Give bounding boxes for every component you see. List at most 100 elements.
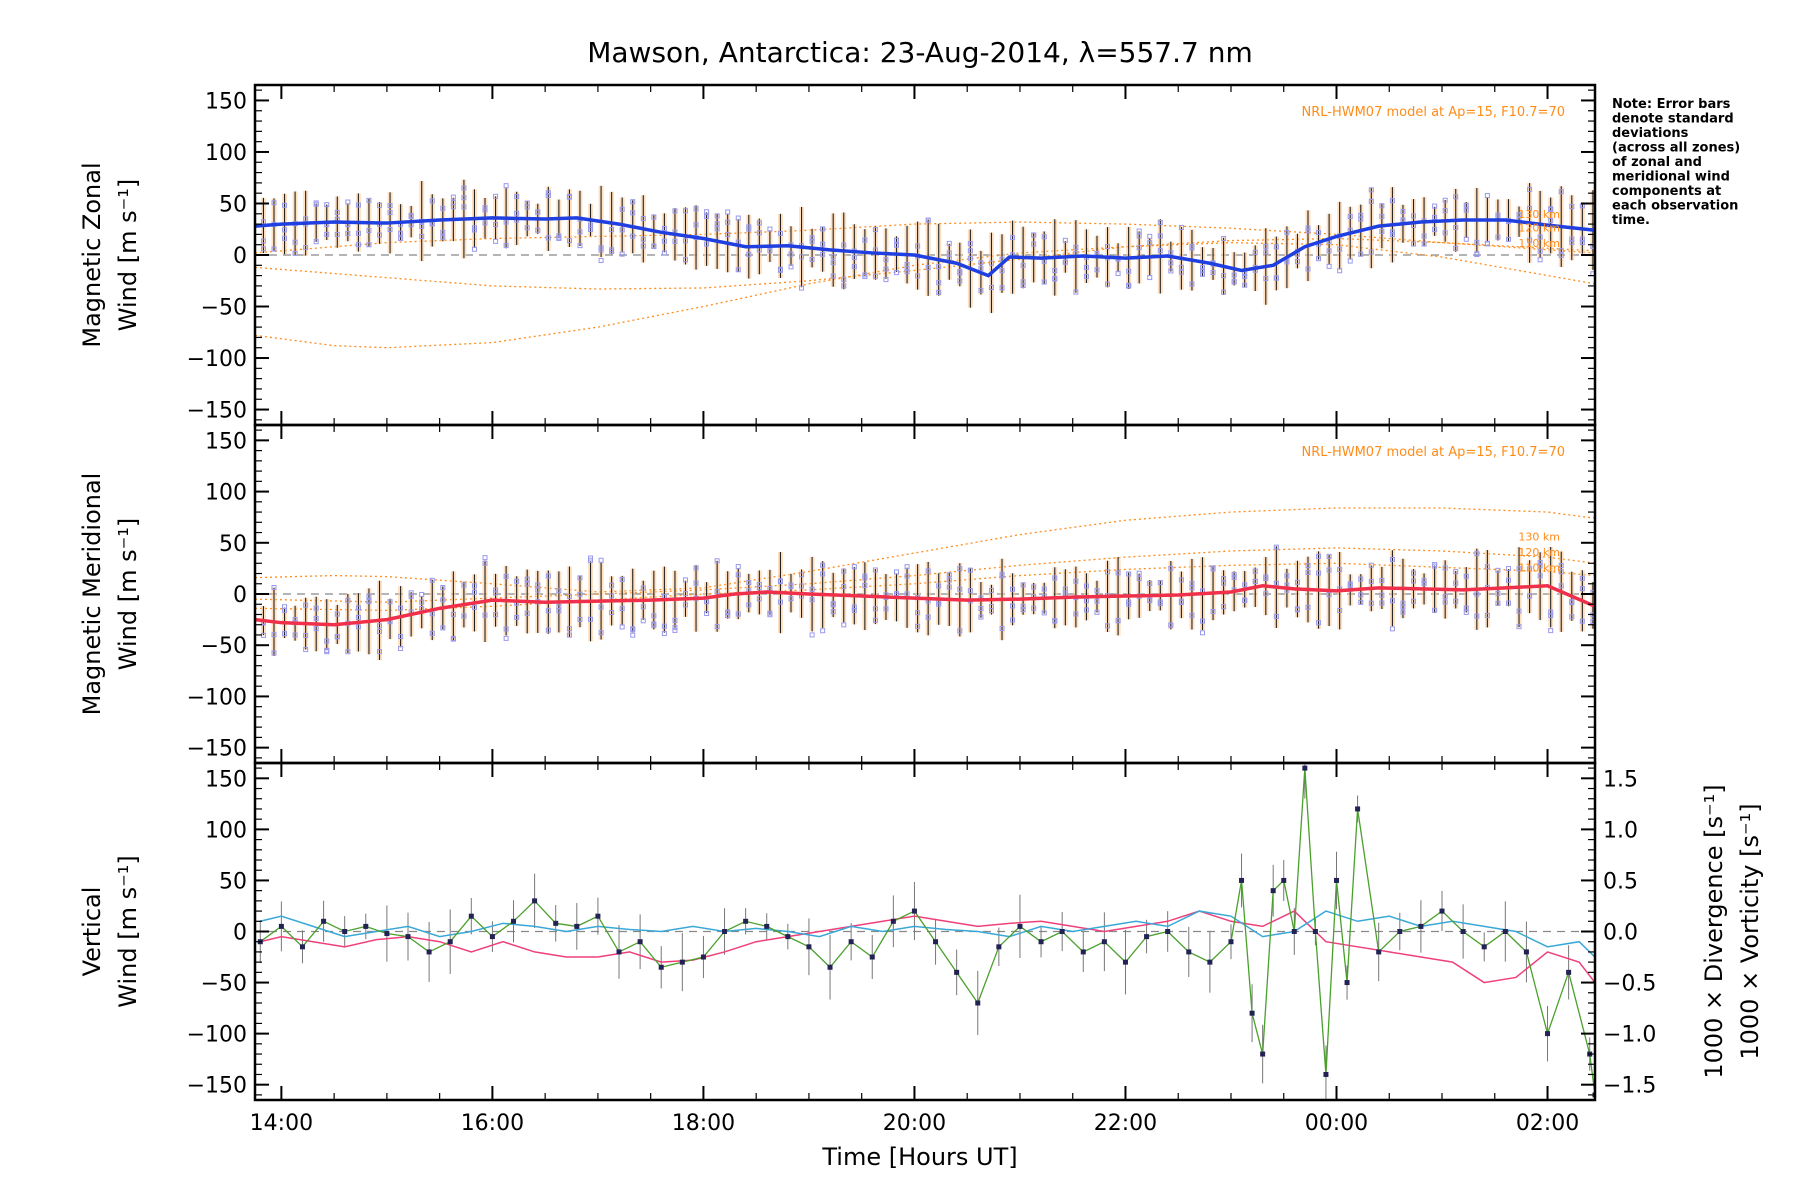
- zone-point: [1136, 570, 1142, 576]
- vertical-wind-point: [574, 923, 580, 929]
- zone-point: [1326, 263, 1332, 269]
- zone-point: [588, 555, 594, 561]
- zone-point: [630, 632, 636, 638]
- zone-point: [904, 591, 910, 597]
- zone-point: [957, 586, 963, 592]
- vertical-wind-point: [384, 931, 390, 937]
- note-line: deviations: [1612, 126, 1689, 141]
- zone-point: [524, 581, 530, 587]
- vertical-wind-point: [764, 923, 770, 929]
- zone-point: [1558, 189, 1564, 195]
- zone-point: [1316, 570, 1322, 576]
- zone-point: [1115, 570, 1121, 576]
- zone-point: [1326, 248, 1332, 254]
- zone-point: [545, 608, 551, 614]
- zone-point: [1400, 208, 1406, 214]
- zone-point: [735, 572, 741, 578]
- zone-point: [1516, 212, 1522, 218]
- zone-point: [493, 587, 499, 593]
- zone-point: [1527, 237, 1533, 243]
- zone-point: [387, 210, 393, 216]
- vertical-wind-point: [806, 944, 812, 950]
- zone-point: [1242, 598, 1248, 604]
- vertical-wind-point: [1017, 923, 1023, 929]
- zone-point: [820, 628, 826, 634]
- zone-point: [693, 206, 699, 212]
- zone-point: [1495, 590, 1501, 596]
- zone-point: [387, 226, 393, 232]
- zone-point: [1221, 273, 1227, 279]
- zone-point: [1294, 259, 1300, 265]
- zone-point: [1548, 609, 1554, 615]
- zone-point: [366, 593, 372, 599]
- zone-point: [1242, 282, 1248, 288]
- zone-point: [355, 242, 361, 248]
- zone-point: [419, 591, 425, 597]
- zone-point: [1379, 600, 1385, 606]
- zone-point: [282, 631, 288, 637]
- vertical-wind-point: [700, 954, 706, 960]
- zone-point: [1147, 240, 1153, 246]
- vertical-wind-point: [1038, 939, 1044, 945]
- zone-point: [915, 273, 921, 279]
- zone-point: [1210, 269, 1216, 275]
- zone-point: [1474, 239, 1480, 245]
- y2-tick-label: −1.5: [1603, 1074, 1656, 1099]
- zone-point: [1178, 224, 1184, 230]
- zone-point: [355, 605, 361, 611]
- zone-point: [1305, 604, 1311, 610]
- zone-point: [429, 577, 435, 583]
- model-line: [255, 562, 1595, 612]
- zone-point: [598, 604, 604, 610]
- zone-point: [1548, 206, 1554, 212]
- zone-point: [1031, 241, 1037, 247]
- zone-point: [672, 625, 678, 631]
- y-tick-label: 50: [219, 869, 247, 894]
- zone-point: [946, 584, 952, 590]
- zone-point: [788, 584, 794, 590]
- vertical-wind-point: [1059, 929, 1065, 934]
- zone-point: [503, 183, 509, 189]
- zone-point: [1368, 600, 1374, 606]
- zone-point: [1495, 234, 1501, 240]
- zone-point: [334, 209, 340, 215]
- zone-point: [1474, 551, 1480, 557]
- zone-point: [577, 229, 583, 235]
- zone-point: [292, 239, 298, 245]
- zone-point: [1505, 236, 1511, 242]
- vertical-wind-point: [321, 918, 327, 924]
- zone-point: [799, 572, 805, 578]
- y-axis-title-line2: Wind [m s⁻¹]: [114, 179, 142, 331]
- zone-point: [461, 185, 467, 191]
- y-axis-title-line2: Wind [m s⁻¹]: [114, 518, 142, 670]
- zone-point: [1157, 220, 1163, 226]
- vertical-wind-point: [1165, 929, 1171, 934]
- zone-point: [1136, 576, 1142, 582]
- zone-point: [830, 609, 836, 615]
- zone-point: [1231, 572, 1237, 578]
- zone-point: [503, 219, 509, 225]
- zone-point: [1411, 578, 1417, 584]
- zone-point: [377, 623, 383, 629]
- zone-point: [609, 227, 615, 233]
- zone-point: [1062, 237, 1068, 243]
- zone-point: [493, 193, 499, 199]
- zone-point: [577, 591, 583, 597]
- zone-point: [1548, 217, 1554, 223]
- zone-point: [967, 255, 973, 261]
- zone-point: [609, 582, 615, 588]
- zone-point: [1305, 228, 1311, 234]
- zone-point: [904, 564, 910, 570]
- zone-point: [619, 624, 625, 630]
- meridional-mean-line: [255, 584, 1595, 627]
- zone-point: [735, 215, 741, 221]
- zone-point: [1368, 187, 1374, 193]
- y-tick-label: 150: [205, 89, 247, 114]
- y-tick-label: −150: [187, 737, 247, 762]
- y-tick-label: −100: [187, 1023, 247, 1048]
- zone-point: [1432, 607, 1438, 613]
- zone-point: [1337, 608, 1343, 614]
- zone-point: [1474, 591, 1480, 597]
- zone-point: [661, 238, 667, 244]
- zone-point: [566, 593, 572, 599]
